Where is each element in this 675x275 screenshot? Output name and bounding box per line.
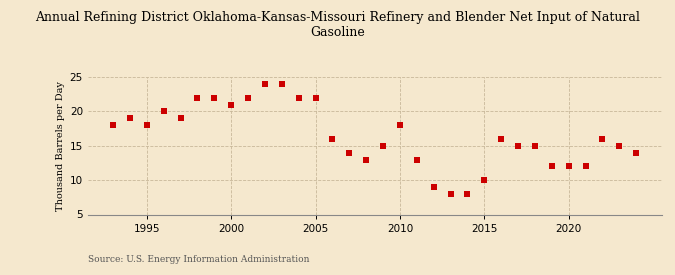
Point [175, 116, 186, 120]
Point [209, 95, 220, 100]
Point [142, 123, 153, 127]
Point [293, 95, 304, 100]
Point [563, 164, 574, 169]
Point [597, 137, 608, 141]
Point [225, 102, 236, 107]
Point [479, 178, 489, 182]
Point [580, 164, 591, 169]
Point [411, 157, 423, 162]
Y-axis label: Thousand Barrels per Day: Thousand Barrels per Day [57, 81, 65, 211]
Point [614, 144, 625, 148]
Point [327, 137, 338, 141]
Point [107, 123, 119, 127]
Point [259, 82, 270, 86]
Point [360, 157, 371, 162]
Point [192, 95, 202, 100]
Point [529, 144, 540, 148]
Point [344, 150, 355, 155]
Point [277, 82, 288, 86]
Point [158, 109, 169, 114]
Point [243, 95, 254, 100]
Point [124, 116, 135, 120]
Text: Annual Refining District Oklahoma-Kansas-Missouri Refinery and Blender Net Input: Annual Refining District Oklahoma-Kansas… [35, 11, 640, 39]
Point [394, 123, 405, 127]
Point [495, 137, 506, 141]
Point [310, 95, 321, 100]
Point [428, 185, 439, 189]
Point [630, 150, 641, 155]
Point [378, 144, 389, 148]
Point [513, 144, 524, 148]
Text: Source: U.S. Energy Information Administration: Source: U.S. Energy Information Administ… [88, 255, 309, 264]
Point [547, 164, 558, 169]
Point [446, 192, 456, 196]
Point [462, 192, 472, 196]
